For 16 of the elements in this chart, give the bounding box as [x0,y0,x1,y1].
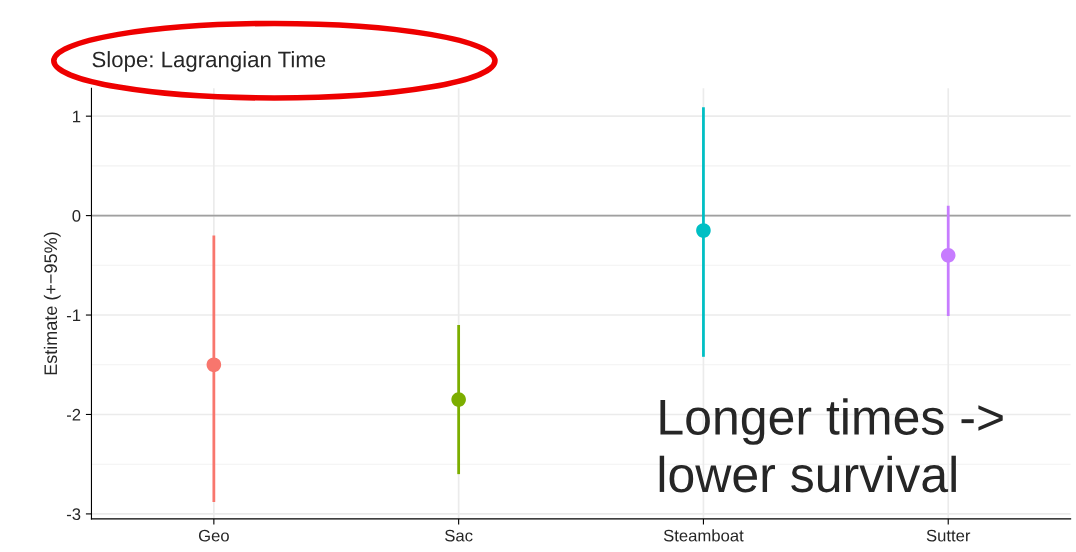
chart-title: Slope: Lagrangian Time [92,51,326,72]
y-tick-label: -3 [66,508,81,521]
y-tick-label: -2 [66,408,81,421]
y-tick-label: 0 [72,210,81,222]
annotation: Longer times -> lower survival [659,398,1003,493]
x-tick-label: Steamboat [663,529,744,542]
point [940,248,956,263]
point [206,357,222,373]
point [696,223,711,238]
point [451,392,466,407]
y-axis-title: Estimate (+−95%) [43,232,61,375]
x-tick-label: Sac [445,529,473,542]
y-tick-label: -1 [66,309,81,322]
y-tick-label: 1 [73,110,81,123]
x-tick-label: Geo [198,529,229,542]
x-tick-label: Sutter [926,529,971,542]
